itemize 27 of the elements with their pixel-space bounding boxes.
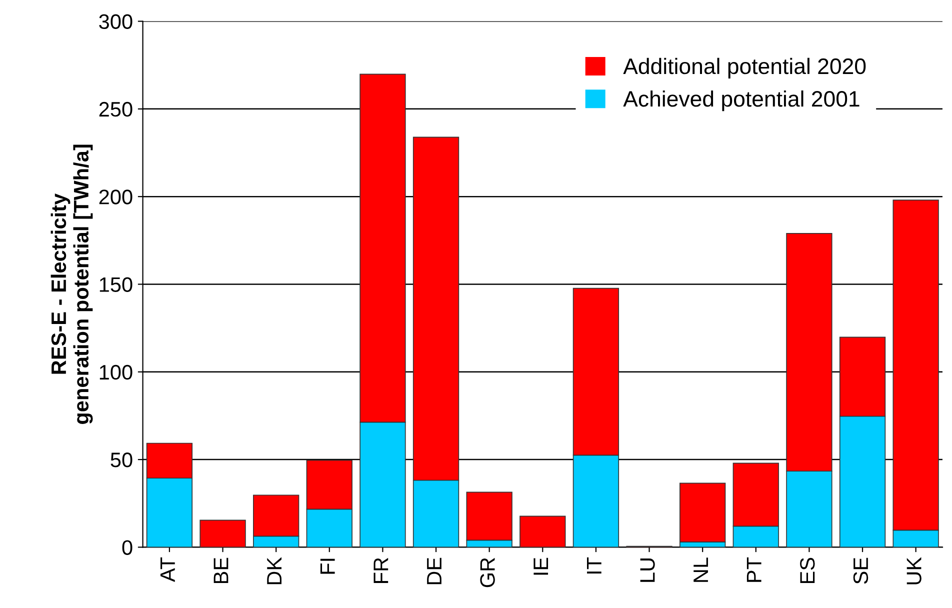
x-tick-label: IT (587, 557, 602, 574)
x-tick-label: DE (427, 558, 442, 584)
x-tick-label: BE (214, 558, 228, 584)
y-tick-label: 150 (100, 277, 132, 292)
x-tick-label: AT (160, 557, 175, 582)
legend-label: Additional potential 2020 (623, 58, 866, 79)
x-tick-label: IE (534, 558, 548, 575)
bar (200, 520, 246, 548)
x-tick-label: UK (906, 557, 922, 584)
y-tick-label: 0 (122, 540, 132, 555)
x-tick-label: PT (746, 557, 762, 582)
bar (520, 516, 566, 548)
x-tick-label: FI (320, 558, 335, 574)
x-tick-label: ES (800, 558, 815, 584)
x-tick-label: GR (480, 558, 495, 588)
x-tick-label: LU (640, 558, 655, 582)
y-tick-label: 200 (99, 190, 132, 204)
x-tick-label: NL (694, 558, 708, 582)
legend-label: Achieved potential 2001 (623, 90, 860, 112)
y-tick-label: 50 (110, 452, 132, 468)
x-tick-label: SE (853, 558, 868, 584)
x-tick-label: FR (374, 558, 388, 583)
x-tick-label: DK (267, 557, 282, 584)
y-tick-label: 250 (99, 102, 132, 117)
y-axis-title: RES-E - Electricity generation potential [TWh/a] (50, 144, 93, 424)
y-tick-label: 100 (100, 364, 132, 380)
y-tick-label: 300 (99, 14, 132, 30)
